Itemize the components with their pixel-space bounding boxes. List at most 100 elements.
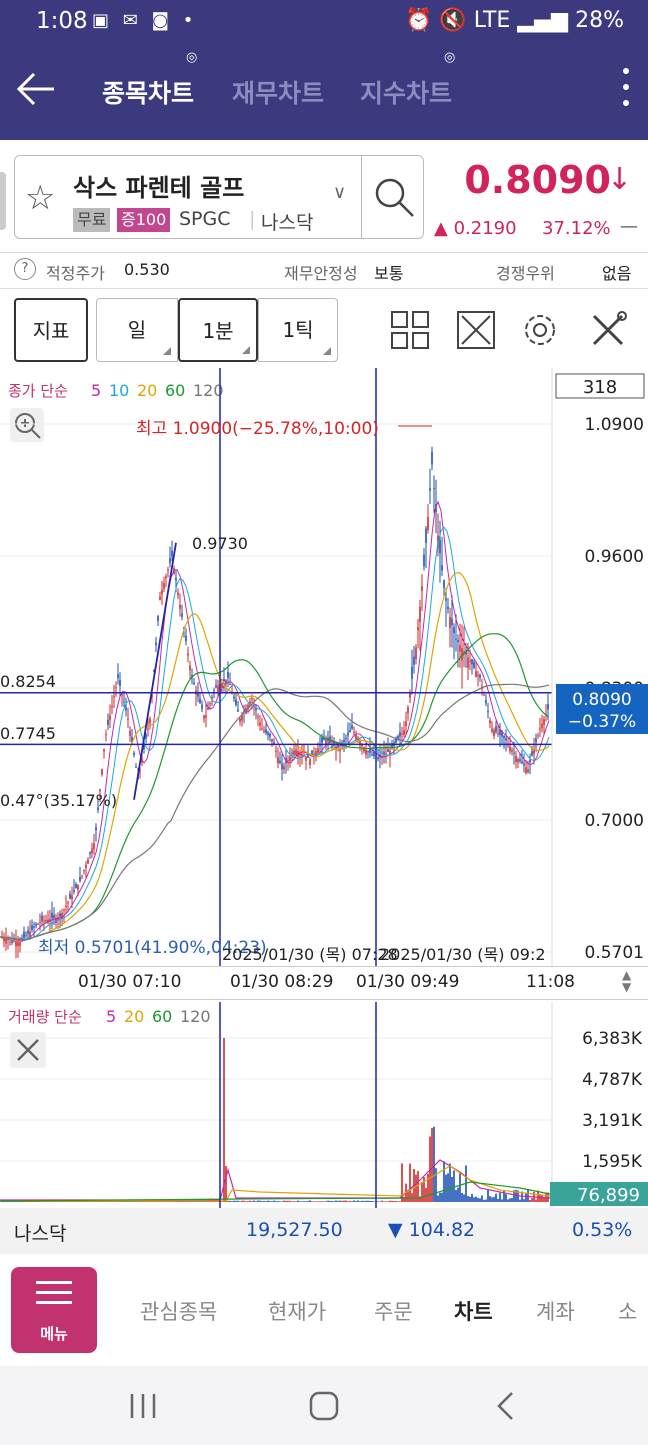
- volume-bar: [383, 1201, 385, 1202]
- x-tick: 01/30 08:29: [230, 972, 334, 992]
- candle-body: [17, 941, 19, 947]
- candle-body: [283, 766, 285, 770]
- tools-icon[interactable]: [586, 308, 630, 352]
- volume-bar: [339, 1200, 341, 1202]
- moving-average-line: [0, 571, 550, 941]
- volume-bar: [467, 1196, 469, 1202]
- current-price-tag-change: −0.37%: [568, 712, 636, 732]
- candle-body: [97, 807, 99, 810]
- candle-body: [51, 912, 53, 919]
- candle-body: [221, 682, 223, 688]
- status-right: ⏰ 🔇 LTE ▂▄▆ 28%: [404, 8, 624, 33]
- period-tick-button[interactable]: 1틱: [258, 298, 338, 362]
- period-day-button[interactable]: 일: [96, 298, 178, 362]
- nav-order[interactable]: 주문: [374, 1300, 413, 1324]
- settings-gear-icon[interactable]: [518, 308, 562, 352]
- close-icon[interactable]: [10, 1032, 46, 1068]
- candle-body: [499, 728, 501, 735]
- volume-bar: [259, 1200, 261, 1202]
- drawer-handle[interactable]: [0, 172, 6, 230]
- volume-bar: [485, 1199, 487, 1202]
- index-ticker-row[interactable]: 나스닥 19,527.50 ▼ 104.82 0.53%: [0, 1208, 648, 1254]
- nav-account[interactable]: 계좌: [536, 1300, 575, 1324]
- more-menu-icon[interactable]: [620, 68, 632, 112]
- volume-bar: [349, 1200, 351, 1202]
- exchange: 나스닥: [261, 212, 314, 234]
- volume-bar: [447, 1173, 449, 1202]
- high-label: 최고 1.0900(−25.78%,10:00): [136, 419, 379, 439]
- current-price: 0.8090: [464, 158, 611, 202]
- stock-selector[interactable]: ☆ 삭스 파렌테 골프 무료 증100 SPGC | 나스닥 ∨: [14, 155, 424, 239]
- candle-body: [457, 639, 459, 642]
- zoom-in-icon[interactable]: [10, 408, 44, 442]
- candle-body: [511, 749, 513, 752]
- back-arrow-icon[interactable]: [14, 66, 60, 112]
- chevron-down-icon[interactable]: ∨: [333, 182, 347, 203]
- volume-bar: [297, 1200, 299, 1202]
- candle-body: [345, 738, 347, 740]
- flat-indicator: —: [620, 216, 638, 237]
- favorite-star-icon[interactable]: ☆: [25, 178, 56, 218]
- tab-stock-chart[interactable]: 종목차트: [102, 79, 195, 108]
- recent-apps-icon[interactable]: [128, 1392, 158, 1420]
- period-minute-button[interactable]: 1분: [178, 298, 258, 362]
- candle-body: [497, 733, 499, 735]
- menu-button[interactable]: 메뉴: [11, 1267, 97, 1353]
- legend-period: 5: [106, 1007, 116, 1026]
- candle-body: [151, 694, 153, 698]
- volume-bar: [443, 1161, 445, 1202]
- candle-body: [93, 843, 95, 850]
- candle-body: [409, 693, 411, 698]
- x-tick: 01/30 09:49: [356, 972, 460, 992]
- candle-body: [433, 488, 435, 490]
- help-icon[interactable]: ?: [14, 258, 36, 280]
- candle-body: [505, 738, 507, 741]
- back-icon[interactable]: [494, 1390, 518, 1422]
- volume-bar: [29, 1201, 31, 1202]
- candle-body: [531, 751, 533, 756]
- volume-bar: [403, 1196, 405, 1202]
- nav-more[interactable]: 소: [618, 1300, 638, 1324]
- candle-body: [143, 744, 145, 749]
- candle-body: [105, 734, 107, 736]
- search-icon[interactable]: [371, 174, 417, 220]
- volume-bar: [417, 1171, 419, 1202]
- home-icon[interactable]: [308, 1390, 340, 1422]
- candle-body: [391, 743, 393, 749]
- app-header: 1:08 ▣ ✉ ◙ • ⏰ 🔇 LTE ▂▄▆ 28% ◎ 종목차트 재무차트…: [0, 0, 648, 140]
- volume-bar: [333, 1201, 335, 1202]
- grid-layout-icon[interactable]: [388, 308, 432, 352]
- volume-bar: [351, 1201, 353, 1202]
- candle-body: [277, 757, 279, 763]
- candle-body: [81, 875, 83, 877]
- nav-chart[interactable]: 차트: [454, 1300, 493, 1324]
- fullscreen-icon[interactable]: [454, 308, 498, 352]
- index-pct: 0.53%: [572, 1219, 633, 1241]
- tab-badge-icon: ◎: [444, 50, 456, 65]
- scroll-arrows-icon[interactable]: ▲ ▼: [622, 968, 632, 994]
- nav-watchlist[interactable]: 관심종목: [140, 1300, 218, 1324]
- volume-bar: [21, 1201, 23, 1202]
- candle-body: [45, 920, 47, 922]
- indicator-button[interactable]: 지표: [14, 298, 88, 362]
- candle-body: [33, 926, 35, 928]
- nav-quote[interactable]: 현재가: [268, 1300, 326, 1324]
- candle-body: [69, 893, 71, 899]
- candle-body: [495, 726, 497, 732]
- candle-body: [155, 642, 157, 646]
- candle-body: [453, 627, 455, 634]
- candle-body: [107, 719, 109, 725]
- volume-bar: [131, 1201, 133, 1202]
- volume-bar: [449, 1163, 451, 1202]
- time-axis: 01/30 07:10 01/30 08:29 01/30 09:49 11:0…: [0, 966, 648, 1000]
- volume-bar: [345, 1200, 347, 1202]
- candle-body: [247, 704, 249, 710]
- candle-body: [439, 540, 441, 554]
- tab-financial-chart[interactable]: 재무차트: [232, 79, 325, 108]
- volume-bar: [303, 1201, 305, 1202]
- candle-body: [241, 715, 243, 721]
- volume-chart[interactable]: 거래량 단순 5 20 60 120 6,383K4,787K3,191K1,595K …: [0, 1002, 648, 1208]
- tab-index-chart[interactable]: 지수차트: [360, 79, 453, 108]
- candle-body: [467, 657, 469, 668]
